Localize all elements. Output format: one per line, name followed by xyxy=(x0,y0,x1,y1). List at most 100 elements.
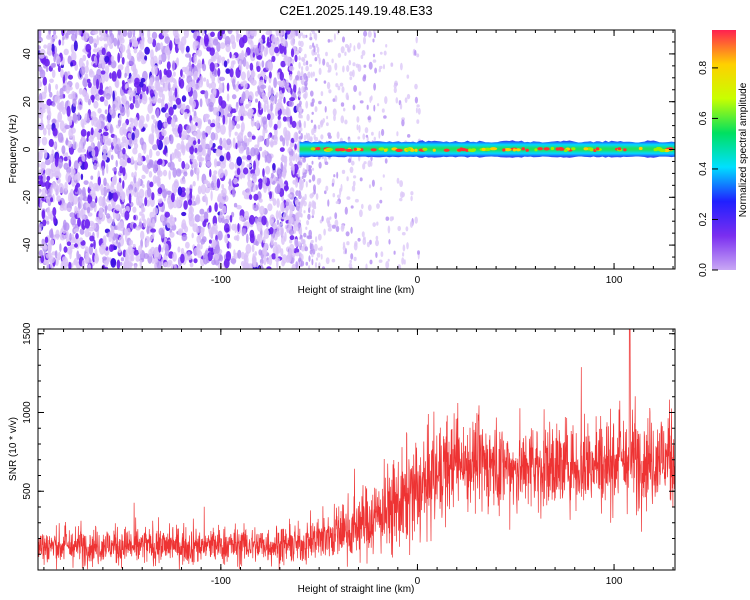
spectrogram-noise-cell xyxy=(266,153,272,164)
spectrogram-noise-cell xyxy=(333,174,336,178)
spectrogram-signal-peak xyxy=(503,148,512,152)
spectrogram-noise-cell xyxy=(75,82,80,90)
spectrogram-noise-cell xyxy=(335,225,340,233)
spectrogram-noise-cell xyxy=(59,243,62,252)
spectrogram-noise-cell xyxy=(282,168,286,179)
spectrogram-noise-cell xyxy=(299,178,303,187)
spectrogram-noise-cell xyxy=(312,42,315,48)
spectrogram-noise-cell xyxy=(228,178,232,187)
spectrogram-noise-cell xyxy=(202,147,206,157)
spectrogram-noise-cell xyxy=(250,117,255,127)
spectrogram-noise-cell xyxy=(45,66,49,73)
spectrogram-noise-cell xyxy=(80,173,84,180)
spectrogram-noise-cell xyxy=(256,221,263,232)
spectrogram-noise-cell xyxy=(187,136,193,148)
spectrogram-noise-cell xyxy=(108,191,112,201)
spectrogram-noise-cell xyxy=(253,160,256,171)
spectrogram-noise-cell xyxy=(177,151,182,159)
spectrogram-noise-cell xyxy=(190,169,194,177)
spectrogram-noise-cell xyxy=(298,40,302,47)
spectrogram-noise-cell xyxy=(277,115,281,121)
spectrogram-noise-cell xyxy=(353,256,357,262)
spectrogram-noise-cell xyxy=(360,54,364,60)
spectrogram-noise-cell xyxy=(281,235,285,246)
spectrogram-noise-cell xyxy=(236,234,240,242)
spectrogram-noise-cell xyxy=(90,111,97,120)
spectrogram-noise-cell xyxy=(287,87,291,93)
spectrogram-noise-cell xyxy=(280,161,283,169)
spectrogram-noise-cell xyxy=(345,231,350,237)
spectrogram-noise-cell xyxy=(180,253,185,264)
spectrogram-noise-cell xyxy=(317,233,322,241)
spectrogram-noise-cell xyxy=(57,65,61,73)
spectrogram-noise-cell xyxy=(164,36,171,44)
spectrogram-noise-cell xyxy=(268,71,272,79)
spectrogram-noise-cell xyxy=(172,83,176,92)
spectrogram-noise-cell xyxy=(215,110,220,118)
spectrogram-noise-cell xyxy=(309,235,313,240)
spectrogram-noise-cell xyxy=(264,75,268,80)
spectrogram-noise-cell xyxy=(117,119,122,127)
spectrogram-noise-cell xyxy=(266,113,271,121)
spectrogram-noise-cell xyxy=(347,47,351,53)
spectrogram-noise-cell xyxy=(146,86,149,95)
spectrogram-noise-cell xyxy=(414,83,418,90)
spectrogram-noise-cell xyxy=(198,80,204,88)
spectrogram-noise-cell xyxy=(155,46,158,53)
spectrogram-noise-cell xyxy=(159,42,164,51)
spectrogram-noise-cell xyxy=(321,215,324,222)
spectrogram-noise-cell xyxy=(68,261,72,269)
spectrogram-noise-cell xyxy=(311,167,315,171)
spectrogram-noise-cell xyxy=(113,245,117,250)
spectrogram-noise-cell xyxy=(163,137,167,148)
spectrogram-noise-cell xyxy=(141,93,148,105)
spectrogram-noise-cell xyxy=(255,98,258,103)
spectrogram-noise-cell xyxy=(49,256,55,264)
spectrogram-noise-cell xyxy=(64,181,68,192)
spectrogram-noise-cell xyxy=(414,96,418,104)
spectrogram-noise-cell xyxy=(120,106,126,117)
spectrogram-noise-cell xyxy=(372,222,377,228)
spectrogram-noise-cell xyxy=(317,156,321,160)
spectrogram-noise-cell xyxy=(316,252,321,258)
spectrogram-noise-cell xyxy=(156,175,160,184)
spectrogram-noise-cell xyxy=(347,158,352,163)
spectrogram-noise-cell xyxy=(50,197,54,203)
spectrogram-noise-cell xyxy=(221,187,227,197)
spectrogram-noise-cell xyxy=(221,56,225,62)
spectrogram-noise-cell xyxy=(163,68,167,76)
spectrogram-noise-cell xyxy=(319,219,323,224)
spectrogram-noise-cell xyxy=(379,51,383,55)
spectrogram-noise-cell xyxy=(72,134,76,145)
spectrogram-noise-cell xyxy=(141,59,146,65)
spectrogram-noise-cell xyxy=(245,61,249,70)
spectrogram-noise-cell xyxy=(119,158,125,167)
spectrogram-noise-cell xyxy=(301,58,306,63)
spectrogram-noise-cell xyxy=(349,43,352,48)
spectrogram-noise-cell xyxy=(169,199,172,205)
spectrogram-noise-cell xyxy=(242,91,246,102)
spectrogram-noise-cell xyxy=(149,148,153,159)
spectrogram-noise-cell xyxy=(303,210,306,214)
spectrogram-noise-cell xyxy=(192,140,197,146)
spectrogram-noise-cell xyxy=(225,68,231,74)
spectrogram-noise-cell xyxy=(83,180,89,186)
spectrogram-noise-cell xyxy=(173,188,178,193)
spectrogram-noise-cell xyxy=(235,123,241,129)
spectrogram-noise-cell xyxy=(161,93,165,102)
spectrogram-noise-cell xyxy=(145,239,150,247)
spectrogram-noise-cell xyxy=(397,225,402,232)
spectrogram-noise-cell xyxy=(176,57,179,66)
spectrogram-noise-cell xyxy=(283,96,286,104)
spectrogram-noise-cell xyxy=(160,214,166,223)
spectrogram-signal-peak xyxy=(315,147,321,151)
spectrogram-noise-cell xyxy=(261,92,266,100)
spectrogram-noise-cell xyxy=(269,95,276,106)
spectrogram-noise-cell xyxy=(208,223,212,235)
spectrogram-noise-cell xyxy=(158,244,162,253)
spectrogram-noise-cell xyxy=(200,184,207,195)
spectrogram-noise-cell xyxy=(134,142,139,149)
spectrogram-noise-cell xyxy=(144,46,150,55)
spectrogram-noise-cell xyxy=(113,174,117,185)
spectrogram-noise-cell xyxy=(109,123,113,134)
